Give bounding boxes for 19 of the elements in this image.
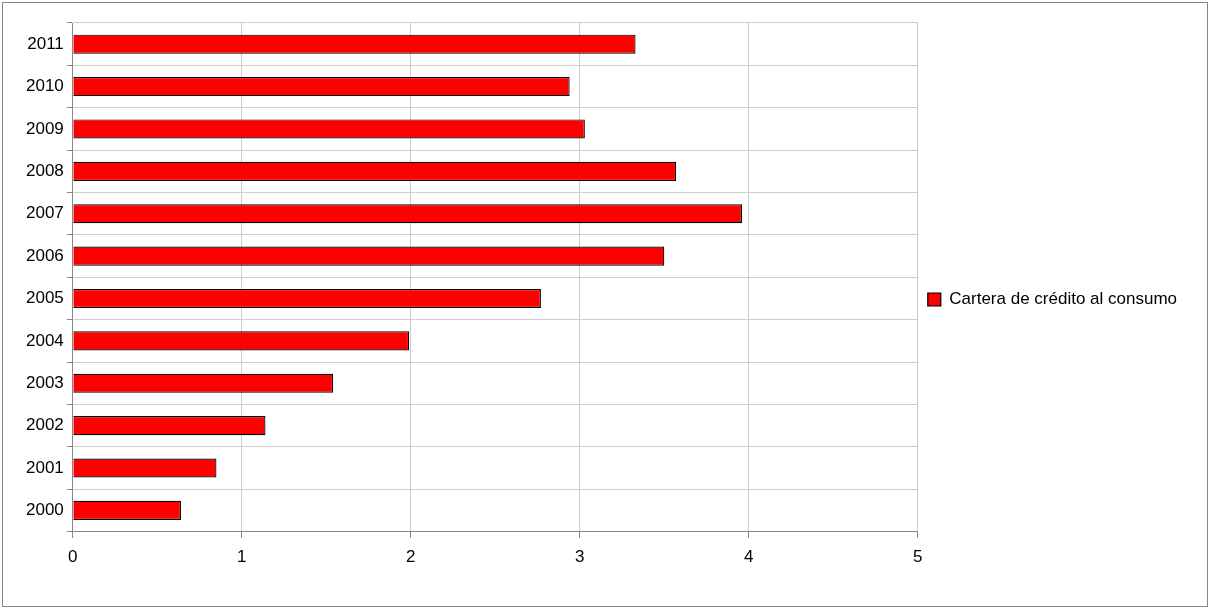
y-tick-label: 2010 bbox=[25, 76, 64, 96]
x-tick-label: 2 bbox=[406, 547, 416, 567]
y-tick-label: 2003 bbox=[25, 372, 64, 392]
y-tick-label: 2002 bbox=[25, 415, 64, 435]
y-tick-label: 2011 bbox=[27, 33, 64, 53]
y-tick-label: 2000 bbox=[25, 500, 64, 520]
y-tick-label: 2008 bbox=[25, 161, 64, 181]
y-tick-label: 2007 bbox=[25, 203, 64, 223]
legend-label: Cartera de crédito al consumo bbox=[949, 289, 1178, 309]
x-tick-label: 3 bbox=[575, 547, 585, 567]
x-tick-label: 0 bbox=[68, 547, 78, 567]
y-tick-label: 2004 bbox=[25, 330, 64, 350]
y-tick-label: 2006 bbox=[25, 245, 64, 265]
x-tick-label: 5 bbox=[913, 547, 923, 567]
x-tick-label: 4 bbox=[744, 547, 754, 567]
x-tick-label: 1 bbox=[237, 547, 247, 567]
y-tick-label: 2001 bbox=[25, 457, 64, 477]
y-tick-label: 2005 bbox=[25, 288, 64, 308]
y-tick-label: 2009 bbox=[25, 118, 64, 138]
